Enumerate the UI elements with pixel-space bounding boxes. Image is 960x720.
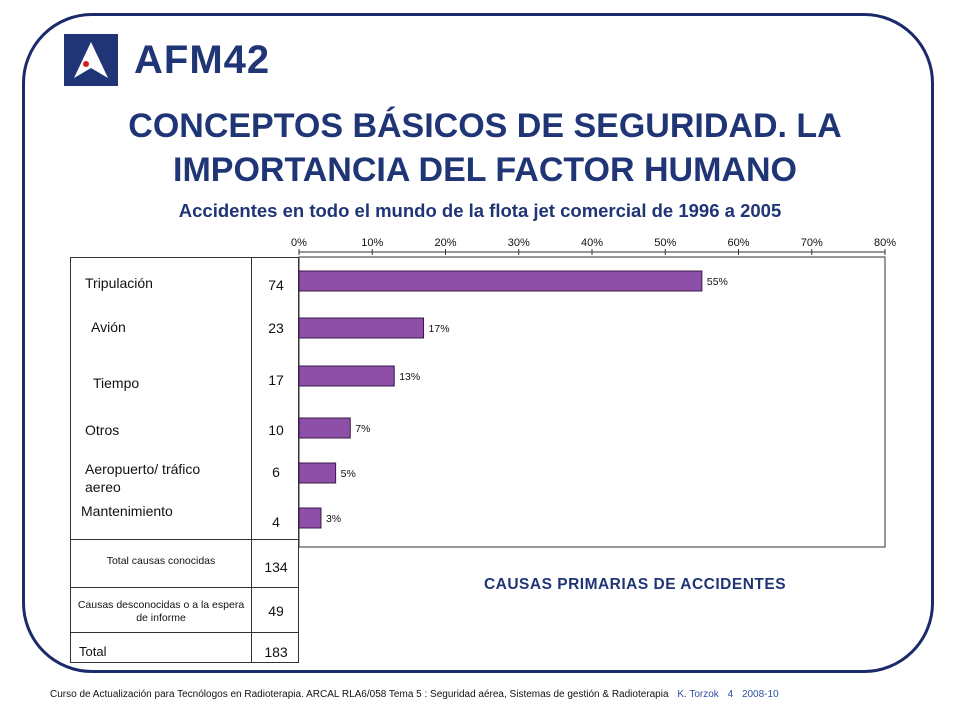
footer-author: K. Torzok [677,689,719,700]
table-separator [71,587,298,588]
row-count-mantenimiento: 4 [272,514,280,530]
x-tick-label: 50% [654,237,676,249]
unknown-causes-count: 49 [268,603,284,619]
bar [298,507,322,529]
row-label-avion: Avión [91,319,126,335]
logo-text: AFM42 [134,38,271,82]
bar [298,417,351,439]
row-label-aeropuerto: Aeropuerto/ tráfico aereo [85,461,201,495]
footer-date: 2008-10 [741,689,779,700]
bar-value-label: 5% [341,468,356,480]
bar-value-label: 17% [429,323,450,335]
footer: Curso de Actualización para Tecnólogos e… [50,689,785,700]
row-count-tiempo: 17 [268,372,284,388]
row-label-tripulacion: Tripulación [85,275,153,291]
x-tick-label: 0% [291,237,307,249]
x-tick-label: 20% [434,237,456,249]
x-tick-label: 60% [727,237,749,249]
causes-heading: CAUSAS PRIMARIAS DE ACCIDENTES [483,576,787,593]
bar-value-label: 7% [355,423,370,435]
known-causes-count: 134 [264,559,288,575]
known-causes-label: Total causas conocidas [106,555,216,567]
row-count-tripulacion: 74 [268,277,284,293]
bar-value-label: 55% [707,276,728,288]
bar [298,462,337,484]
row-count-avion: 23 [268,320,284,336]
row-label-mantenimiento: Mantenimiento [81,503,173,519]
bar-value-label: 13% [399,371,420,383]
table-separator [71,539,298,540]
logo-icon [64,34,118,86]
total-count: 183 [264,644,288,660]
x-tick-label: 70% [801,237,823,249]
row-count-otros: 10 [268,422,284,438]
row-label-tiempo: Tiempo [93,375,140,391]
bar-value-label: 3% [326,513,341,525]
footer-course: Curso de Actualización para Tecnólogos e… [50,689,669,700]
x-tick-label: 30% [508,237,530,249]
table-separator [71,632,298,633]
plot-area [298,256,886,548]
bar [298,317,425,339]
slide-subtitle: Accidentes en todo el mundo de la flota … [178,200,782,221]
x-tick-label: 10% [361,237,383,249]
total-label: Total [79,644,107,659]
bar [298,270,703,292]
row-count-aeropuerto: 6 [272,464,280,480]
x-tick-label: 40% [581,237,603,249]
slide-frame [22,13,934,673]
unknown-causes-label: Causas desconocidas o a la espera de inf… [77,599,245,624]
footer-page: 4 [727,689,734,700]
x-tick-label: 80% [874,237,896,249]
slide-title: CONCEPTOS BÁSICOS DE SEGURIDAD. LA IMPOR… [128,107,842,189]
row-label-otros: Otros [85,422,120,438]
bar [298,365,395,387]
table-divider [251,258,252,662]
